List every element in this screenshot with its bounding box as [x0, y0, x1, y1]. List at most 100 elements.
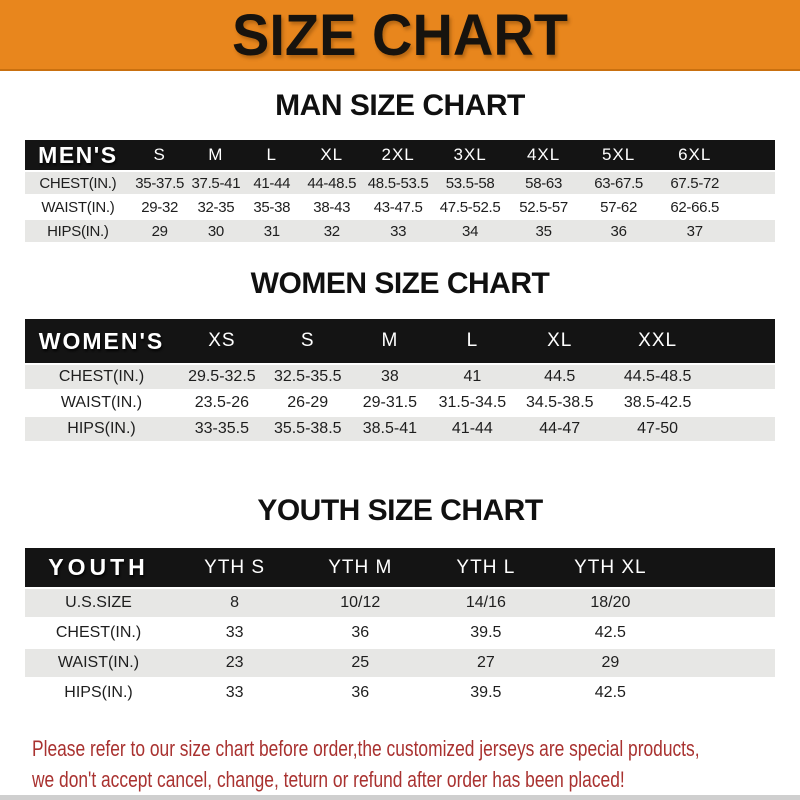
- size-cell: 67.5-72: [657, 172, 733, 194]
- men-row-chestin: CHEST(IN.) 35-37.5 37.5-41 41-44 44-48.5 48.5…: [25, 172, 775, 194]
- size-cell: 33: [172, 619, 298, 647]
- size-cell: 44.5: [514, 365, 605, 389]
- row-label: HIPS(IN.): [25, 417, 178, 441]
- size-cell: 33-35.5: [178, 417, 266, 441]
- size-cell: 30: [188, 220, 244, 242]
- row-filler: [710, 365, 775, 389]
- size-cell: 23: [172, 649, 298, 677]
- row-label: CHEST(IN.): [25, 172, 131, 194]
- size-cell: 44-48.5: [300, 172, 364, 194]
- youth-size-table: YOUTH YTH S YTH M YTH L YTH XL U.S.SIZE 8 10/12…: [25, 546, 775, 709]
- men-header-row: MEN'S S M L XL 2XL 3XL 4XL 5XL 6XL: [25, 140, 775, 170]
- size-col-header: XL: [300, 140, 364, 170]
- men-size-table: MEN'S S M L XL 2XL 3XL 4XL 5XL 6XL CHEST(IN.) 35-37…: [25, 138, 775, 244]
- size-cell: 32-35: [188, 196, 244, 218]
- size-cell: 52.5-57: [507, 196, 580, 218]
- size-cell: 53.5-58: [432, 172, 508, 194]
- men-section-title: MAN SIZE CHART: [275, 89, 525, 122]
- women-row-hipsin: HIPS(IN.) 33-35.5 35.5-38.5 38.5-41 41-44 44-…: [25, 417, 775, 441]
- size-cell: 35-38: [243, 196, 301, 218]
- size-cell: 27: [423, 649, 549, 677]
- disclaimer-line-1: Please refer to our size chart before or…: [32, 736, 700, 761]
- size-cell: 37.5-41: [188, 172, 244, 194]
- size-cell: 10/12: [297, 589, 424, 617]
- men-row-hipsin: HIPS(IN.) 29 30 31 32 33 34 35 36 37: [25, 220, 775, 242]
- size-cell: 29-31.5: [349, 391, 430, 415]
- size-cell: 39.5: [423, 679, 549, 707]
- size-cell: 36: [297, 679, 424, 707]
- size-cell: 37: [657, 220, 733, 242]
- row-label: WAIST(IN.): [25, 391, 178, 415]
- women-row-waistin: WAIST(IN.) 23.5-26 26-29 29-31.5 31.5-34.5 34…: [25, 391, 775, 415]
- size-col-header: 3XL: [432, 140, 508, 170]
- size-cell: 42.5: [548, 619, 673, 647]
- size-col-header: YTH L: [423, 548, 549, 587]
- size-cell: 42.5: [548, 679, 673, 707]
- size-col-header: XS: [178, 319, 266, 363]
- size-cell: 38.5-41: [349, 417, 430, 441]
- youth-row-ussize: U.S.SIZE 8 10/12 14/16 18/20: [25, 589, 775, 617]
- size-col-header: XL: [514, 319, 605, 363]
- size-col-header: YTH S: [172, 548, 298, 587]
- youth-row-waistin: WAIST(IN.) 23 25 27 29: [25, 649, 775, 677]
- row-label: CHEST(IN.): [25, 365, 178, 389]
- size-cell: 58-63: [507, 172, 580, 194]
- size-cell: 35: [507, 220, 580, 242]
- size-cell: 62-66.5: [657, 196, 733, 218]
- size-cell: 39.5: [423, 619, 549, 647]
- size-cell: 41-44: [243, 172, 301, 194]
- size-cell: 31.5-34.5: [430, 391, 515, 415]
- men-corner-label: MEN'S: [25, 140, 131, 170]
- size-cell: 33: [363, 220, 433, 242]
- size-cell: 47-50: [604, 417, 711, 441]
- women-size-table: WOMEN'S XS S M L XL XXL CHEST(IN.) 29.5-32.5 32.5…: [25, 317, 775, 443]
- size-cell: 18/20: [548, 589, 673, 617]
- youth-row-hipsin: HIPS(IN.) 33 36 39.5 42.5: [25, 679, 775, 707]
- row-filler: [710, 391, 775, 415]
- size-cell: 47.5-52.5: [432, 196, 508, 218]
- size-cell: 29.5-32.5: [178, 365, 266, 389]
- size-col-header: YTH M: [297, 548, 424, 587]
- size-chart-banner: SIZE CHART: [0, 0, 800, 71]
- row-filler: [672, 619, 775, 647]
- size-cell: 38.5-42.5: [604, 391, 711, 415]
- size-cell: 32.5-35.5: [265, 365, 350, 389]
- row-filler: [732, 196, 775, 218]
- size-cell: 63-67.5: [579, 172, 658, 194]
- size-cell: 35-37.5: [130, 172, 189, 194]
- row-filler: [672, 589, 775, 617]
- size-col-header: S: [265, 319, 350, 363]
- size-col-header: 5XL: [579, 140, 658, 170]
- men-row-waistin: WAIST(IN.) 29-32 32-35 35-38 38-43 43-47.5 47.…: [25, 196, 775, 218]
- size-cell: 34.5-38.5: [514, 391, 605, 415]
- size-cell: 44-47: [514, 417, 605, 441]
- banner-title: SIZE CHART: [232, 1, 568, 68]
- size-cell: 34: [432, 220, 508, 242]
- row-label: WAIST(IN.): [25, 649, 172, 677]
- size-cell: 36: [297, 619, 424, 647]
- size-cell: 33: [172, 679, 298, 707]
- row-label: CHEST(IN.): [25, 619, 172, 647]
- size-cell: 48.5-53.5: [363, 172, 433, 194]
- size-cell: 36: [579, 220, 658, 242]
- row-filler: [732, 172, 775, 194]
- youth-row-chestin: CHEST(IN.) 33 36 39.5 42.5: [25, 619, 775, 647]
- women-corner-label: WOMEN'S: [25, 319, 178, 363]
- women-header-row: WOMEN'S XS S M L XL XXL: [25, 319, 775, 363]
- size-cell: 41-44: [430, 417, 515, 441]
- row-label: HIPS(IN.): [25, 679, 172, 707]
- header-filler: [710, 319, 775, 363]
- size-cell: 32: [300, 220, 364, 242]
- bottom-strip: [0, 795, 800, 800]
- size-col-header: YTH XL: [548, 548, 673, 587]
- size-col-header: M: [188, 140, 244, 170]
- row-filler: [672, 649, 775, 677]
- row-filler: [710, 417, 775, 441]
- size-cell: 14/16: [423, 589, 549, 617]
- size-col-header: S: [130, 140, 189, 170]
- disclaimer-line-2: we don't accept cancel, change, teturn o…: [32, 767, 625, 792]
- size-col-header: M: [349, 319, 430, 363]
- size-cell: 31: [243, 220, 301, 242]
- header-filler: [732, 140, 775, 170]
- size-col-header: 6XL: [657, 140, 733, 170]
